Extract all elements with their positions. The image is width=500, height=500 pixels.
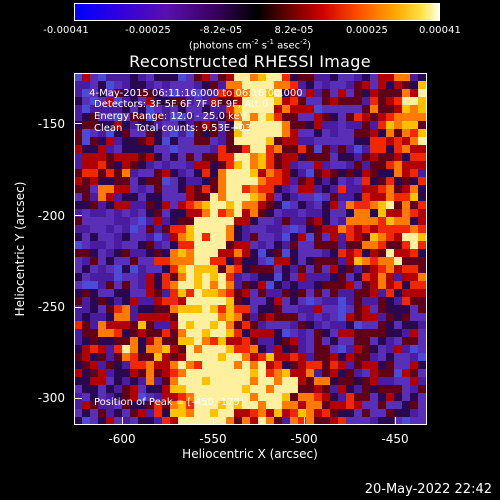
colorbar-tick-label: 8.2e-05 xyxy=(274,25,314,36)
colorbar xyxy=(74,3,440,21)
colorbar-gradient xyxy=(75,4,439,20)
y-tick-label: -250 xyxy=(37,300,65,314)
x-tick-label: -550 xyxy=(199,432,227,446)
y-tick xyxy=(74,123,82,124)
annotation-detectors: Detectors: 3F 5F 6F 7F 8F 9F, Att 0 xyxy=(94,99,269,110)
y-tick-label: -150 xyxy=(37,117,65,131)
x-tick xyxy=(395,417,396,425)
annotation-energy: Energy Range: 12.0 - 25.0 keV xyxy=(94,111,247,122)
annotation-peak-position: Position of Peak = [-450,-179] xyxy=(94,397,244,408)
colorbar-tick-label: -8.2e-05 xyxy=(199,25,243,36)
x-tick-label: -600 xyxy=(108,432,136,446)
colorbar-tick-label: 0.00025 xyxy=(345,25,389,36)
colorbar-tick-label: 0.00041 xyxy=(418,25,462,36)
y-axis-label: Heliocentric Y (arcsec) xyxy=(13,181,27,317)
x-tick xyxy=(304,417,305,425)
y-tick xyxy=(74,307,82,308)
colorbar-units: (photons cm-2 s-1 asec-2) xyxy=(188,38,312,52)
y-tick-label: -200 xyxy=(37,209,65,223)
colorbar-tick-label: -0.00025 xyxy=(125,25,171,36)
timestamp: 20-May-2022 22:42 xyxy=(364,482,492,497)
colorbar-tick-label: -0.00041 xyxy=(43,25,89,36)
x-tick-label: -450 xyxy=(381,432,409,446)
y-tick xyxy=(74,215,82,216)
y-tick-label: -300 xyxy=(37,391,65,405)
x-tick xyxy=(122,417,123,425)
plot-title: Reconstructed RHESSI Image xyxy=(129,52,371,71)
x-axis-label: Heliocentric X (arcsec) xyxy=(182,447,318,461)
x-tick xyxy=(213,417,214,425)
x-tick-label: -500 xyxy=(290,432,318,446)
annotation-clean: Clean Total counts: 9.53E+03 xyxy=(94,123,252,134)
y-tick xyxy=(74,398,82,399)
annotation-time-range: 4-May-2015 06:11:16.000 to 06:16:00.000 xyxy=(86,88,303,99)
